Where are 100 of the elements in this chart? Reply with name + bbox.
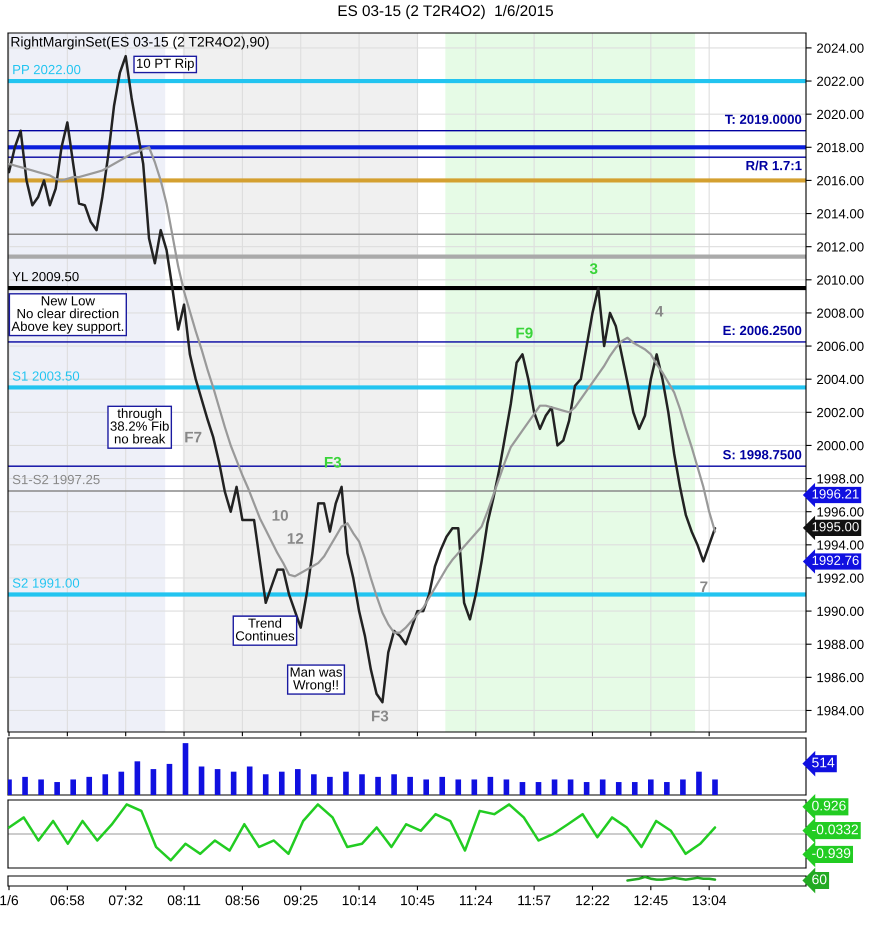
bar <box>118 772 124 795</box>
x-tick-label: 10:45 <box>401 895 434 906</box>
x-tick-label: 12:45 <box>634 895 668 906</box>
bar <box>70 779 76 795</box>
text: 0.926 <box>812 800 846 811</box>
bar <box>423 779 429 795</box>
text: 1996.21 <box>812 489 859 499</box>
bar <box>632 782 638 795</box>
bar <box>150 769 156 795</box>
bar <box>311 774 317 795</box>
bar <box>166 764 172 795</box>
x-tick-label: 10:14 <box>342 895 376 906</box>
bar <box>472 779 478 795</box>
y-tick-label: 2004.00 <box>817 374 864 384</box>
text: R/R 1.7:1 <box>746 160 802 170</box>
bar <box>359 774 365 795</box>
y-tick-label: 2000.00 <box>817 441 864 450</box>
ref-line-label: S2 1991.00 <box>12 578 80 588</box>
text: -0.0332 <box>812 824 858 834</box>
ref-line-label: E: 2006.2500 <box>723 326 802 336</box>
annotation: 3 <box>590 263 598 274</box>
bar <box>455 779 462 795</box>
y-tick-label: 1996.00 <box>817 507 864 517</box>
bar <box>584 782 590 795</box>
bar <box>439 776 446 795</box>
bar <box>102 774 108 795</box>
bar <box>230 772 236 795</box>
bar <box>568 779 574 795</box>
bar <box>407 776 413 795</box>
x-tick-label: 11:24 <box>460 895 492 906</box>
text: 1992.76 <box>812 556 859 565</box>
x-tick-label: 11:57 <box>518 896 550 906</box>
bar <box>38 779 44 795</box>
line-series <box>8 54 716 704</box>
y-tick-label: 2018.00 <box>817 142 864 152</box>
annotation: 10 <box>272 510 288 521</box>
x-tick-label: 07:32 <box>108 895 142 906</box>
text: 514 <box>812 758 834 768</box>
text: 60 <box>812 874 826 884</box>
annotation: New Low No clear direction Above key support. <box>11 296 124 334</box>
bar <box>246 766 252 795</box>
bar <box>504 779 510 795</box>
text: 1995.00 <box>812 522 859 532</box>
y-tick-label: 1990.00 <box>817 606 864 616</box>
annotation: F3 <box>324 456 342 468</box>
y-tick-label: 1988.00 <box>817 640 864 650</box>
y-tick-label: 1994.00 <box>817 540 864 550</box>
annotation: F9 <box>516 328 533 338</box>
bar <box>134 761 140 795</box>
y-tick-label: 2002.00 <box>817 408 864 418</box>
text: -0.939 <box>812 848 850 858</box>
y-tick-label: 2010.00 <box>817 275 864 285</box>
y-tick-label: 1984.00 <box>817 706 864 716</box>
y-tick-label: 2014.00 <box>817 209 864 218</box>
y-tick-label: 1998.00 <box>817 474 864 484</box>
ref-line-label: S: 1998.7500 <box>722 450 802 460</box>
bar <box>327 776 333 795</box>
annotation: 10 PT Rip <box>136 58 194 71</box>
bar <box>664 782 670 795</box>
bar <box>696 772 702 795</box>
ref-line-label: YL 2009.50 <box>12 272 79 282</box>
y-tick-label: 2024.00 <box>817 43 864 53</box>
bar <box>712 779 718 795</box>
annotation: Man was Wrong!! <box>290 668 342 692</box>
x-tick-label: 08:11 <box>168 895 200 906</box>
chart-subtitle: RightMarginSet(ES 03-15 (2 T2R4O2),90) <box>12 36 269 50</box>
bar <box>552 779 558 795</box>
annotation: 12 <box>288 533 304 544</box>
ref-line-label: T: 2019.0000 <box>724 114 802 124</box>
bar <box>343 772 349 795</box>
y-tick-label: 2016.00 <box>817 176 864 186</box>
annotation: 7 <box>700 581 708 592</box>
annotation: through 38.2% Fib no break <box>110 408 169 444</box>
bar <box>488 776 494 795</box>
y-tick-label: 2012.00 <box>817 242 864 252</box>
annotation: Trend Continues <box>236 618 294 641</box>
x-tick-label: 09:25 <box>284 895 318 906</box>
annotation: 4 <box>655 306 664 317</box>
ref-line-label: S1 2003.50 <box>12 371 80 381</box>
bar <box>520 782 526 795</box>
y-tick-label: 1986.00 <box>817 672 864 682</box>
x-tick-label: 08:56 <box>226 895 260 906</box>
bar <box>278 772 285 795</box>
bar <box>536 782 542 795</box>
y-tick-label: 2020.00 <box>817 110 864 120</box>
bar <box>182 743 188 795</box>
bar <box>600 779 606 795</box>
bar <box>262 774 269 795</box>
bar <box>648 779 654 795</box>
y-tick-label: 2022.00 <box>817 76 864 86</box>
x-tick-label: 06:58 <box>50 895 84 906</box>
bar <box>375 776 381 795</box>
bar <box>86 776 92 795</box>
chart-title: ES 03-15 (2 T2R4O2) 1/6/2015 <box>338 4 554 20</box>
bar <box>680 779 686 795</box>
bar <box>214 769 220 795</box>
y-tick-label: 2006.00 <box>817 342 864 351</box>
bar <box>198 766 204 795</box>
x-tick-label: 13:04 <box>692 895 726 906</box>
x-tick-label: 1/6 <box>0 895 18 906</box>
